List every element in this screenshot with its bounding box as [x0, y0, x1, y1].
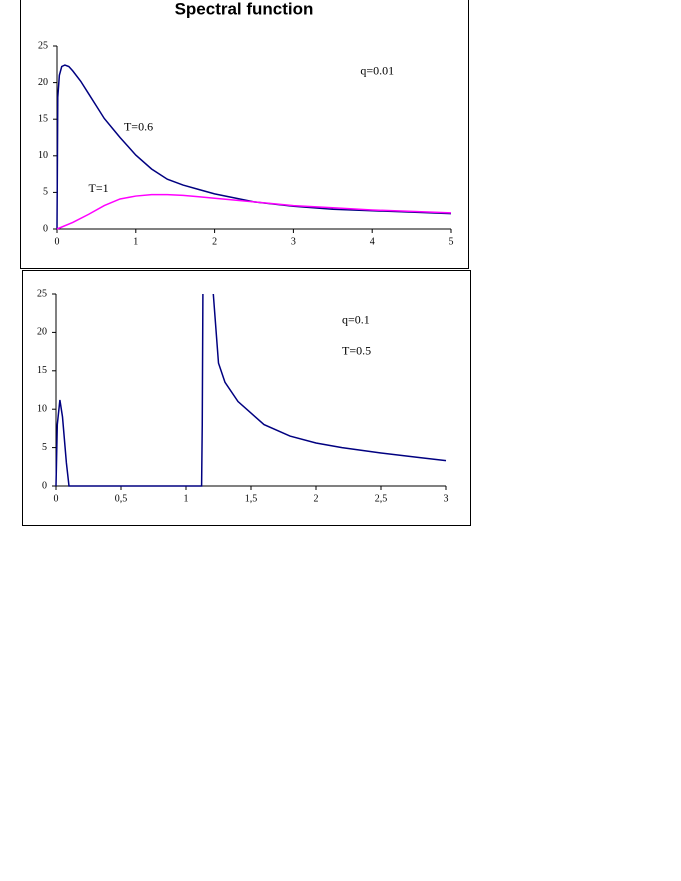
x-tick-label: 1	[184, 493, 189, 504]
annotation: q=0.1	[342, 313, 370, 327]
y-tick-label: 5	[43, 187, 48, 198]
chart: 0 5 10 15 20 25 0 0,5 1 1,5 2 2,5 3 q=0.1 T=0.5	[22, 270, 471, 526]
y-tick-label: 10	[38, 150, 48, 161]
series-line	[56, 193, 452, 230]
x-tick-label: 1	[133, 236, 138, 247]
x-tick-label: 5	[449, 236, 454, 247]
y-tick-label: 5	[42, 442, 47, 453]
x-tick-label: 4	[370, 236, 375, 247]
series-line	[55, 293, 447, 487]
x-tick-label: 3	[291, 236, 296, 247]
x-tick-label: 0,5	[115, 493, 128, 504]
x-tick-label: 0	[54, 493, 59, 504]
y-tick-label: 15	[38, 113, 48, 124]
y-tick-label: 25	[38, 40, 48, 51]
chart-title: Spectral function	[175, 0, 314, 18]
x-tick-label: 1,5	[245, 493, 258, 504]
chart-frame	[22, 270, 471, 526]
chart-frame	[20, 0, 469, 269]
x-tick-label: 2	[314, 493, 319, 504]
annotation: q=0.01	[360, 63, 394, 77]
y-tick-label: 10	[37, 403, 47, 414]
y-tick-label: 0	[43, 223, 48, 234]
y-tick-label: 25	[37, 288, 47, 299]
x-tick-label: 3	[444, 493, 449, 504]
annotation: T=0.5	[342, 343, 371, 357]
annotation: T=1	[89, 181, 109, 195]
annotation: T=0.6	[124, 120, 153, 134]
x-tick-label: 2,5	[375, 493, 388, 504]
x-tick-label: 0	[55, 236, 60, 247]
x-tick-label: 2	[212, 236, 217, 247]
chart: Spectral function 0 5 10 15 20 25 0 1 2 3 4 5 q=0.01 T…	[20, 0, 469, 269]
y-tick-label: 20	[38, 77, 48, 88]
y-tick-label: 0	[42, 480, 47, 491]
y-tick-label: 20	[37, 327, 47, 338]
y-tick-label: 15	[37, 365, 47, 376]
